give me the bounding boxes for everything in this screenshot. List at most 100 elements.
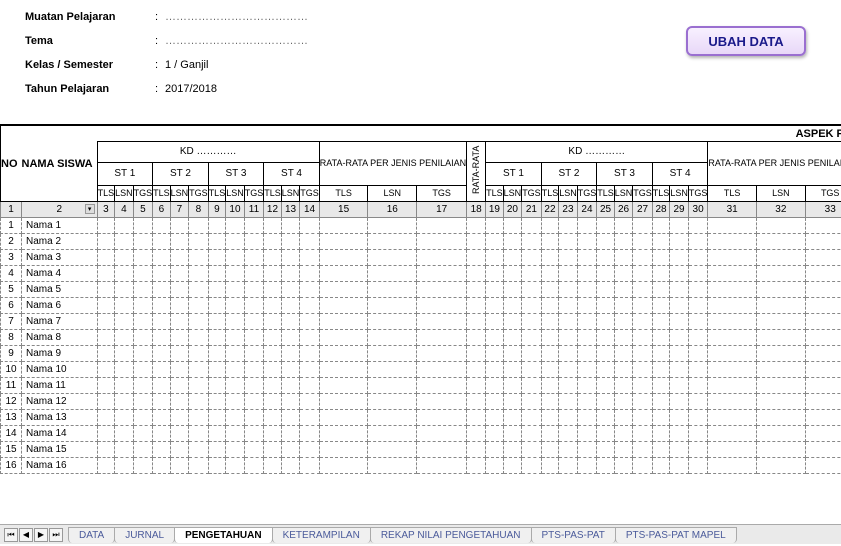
grade-cell[interactable]: [115, 218, 134, 234]
grade-cell[interactable]: [559, 250, 578, 266]
grade-cell[interactable]: [300, 458, 320, 474]
grade-cell[interactable]: [226, 250, 245, 266]
grade-cell[interactable]: [805, 442, 841, 458]
grade-cell[interactable]: [115, 330, 134, 346]
grade-cell[interactable]: [281, 298, 300, 314]
grade-cell[interactable]: [559, 298, 578, 314]
grade-cell[interactable]: [226, 266, 245, 282]
grade-cell[interactable]: [486, 266, 504, 282]
grade-cell[interactable]: [208, 362, 226, 378]
grade-cell[interactable]: [597, 346, 615, 362]
grade-cell[interactable]: [264, 266, 282, 282]
grade-cell[interactable]: [319, 330, 368, 346]
grade-cell[interactable]: [153, 378, 171, 394]
grade-cell[interactable]: [597, 218, 615, 234]
grade-cell[interactable]: [417, 346, 467, 362]
grade-cell[interactable]: [633, 250, 653, 266]
grade-cell[interactable]: [559, 234, 578, 250]
grade-cell[interactable]: [244, 346, 264, 362]
grade-cell[interactable]: [264, 442, 282, 458]
grade-cell[interactable]: [264, 378, 282, 394]
table-row[interactable]: 4Nama 4: [1, 266, 841, 282]
grade-cell[interactable]: [522, 410, 542, 426]
grade-cell[interactable]: [688, 298, 708, 314]
grade-cell[interactable]: [226, 282, 245, 298]
grade-cell[interactable]: [170, 250, 189, 266]
grade-cell[interactable]: [264, 410, 282, 426]
grade-cell[interactable]: [244, 266, 264, 282]
grade-cell[interactable]: [805, 378, 841, 394]
grade-cell[interactable]: [133, 282, 153, 298]
grade-cell[interactable]: [805, 458, 841, 474]
grade-cell[interactable]: [577, 266, 597, 282]
grade-cell[interactable]: [559, 458, 578, 474]
grade-cell[interactable]: [503, 330, 522, 346]
grade-cell[interactable]: [597, 442, 615, 458]
row-nama[interactable]: Nama 15: [22, 442, 98, 458]
grade-cell[interactable]: [708, 458, 757, 474]
grade-cell[interactable]: [417, 410, 467, 426]
grade-cell[interactable]: [805, 394, 841, 410]
grade-cell[interactable]: [708, 266, 757, 282]
grade-cell[interactable]: [153, 394, 171, 410]
grade-cell[interactable]: [417, 218, 467, 234]
grade-cell[interactable]: [577, 346, 597, 362]
grade-cell[interactable]: [300, 362, 320, 378]
grade-cell[interactable]: [368, 250, 417, 266]
grade-cell[interactable]: [467, 362, 486, 378]
grade-cell[interactable]: [688, 458, 708, 474]
grade-cell[interactable]: [670, 362, 689, 378]
grade-cell[interactable]: [115, 250, 134, 266]
grade-cell[interactable]: [597, 394, 615, 410]
sheet-tab[interactable]: DATA: [68, 527, 115, 543]
grade-cell[interactable]: [757, 234, 806, 250]
grade-cell[interactable]: [368, 234, 417, 250]
grade-cell[interactable]: [614, 458, 633, 474]
grade-cell[interactable]: [559, 330, 578, 346]
grade-cell[interactable]: [281, 346, 300, 362]
grade-cell[interactable]: [153, 250, 171, 266]
grade-cell[interactable]: [467, 234, 486, 250]
grade-cell[interactable]: [208, 410, 226, 426]
grade-cell[interactable]: [226, 458, 245, 474]
grade-cell[interactable]: [486, 282, 504, 298]
grade-cell[interactable]: [244, 362, 264, 378]
grade-cell[interactable]: [417, 442, 467, 458]
grade-cell[interactable]: [486, 442, 504, 458]
grade-cell[interactable]: [319, 250, 368, 266]
grade-cell[interactable]: [467, 330, 486, 346]
grade-cell[interactable]: [97, 282, 115, 298]
grade-cell[interactable]: [805, 314, 841, 330]
tab-last-icon[interactable]: ⏭: [49, 528, 63, 542]
grade-cell[interactable]: [652, 458, 670, 474]
grade-cell[interactable]: [368, 394, 417, 410]
sheet-tab[interactable]: PENGETAHUAN: [174, 527, 272, 543]
grade-cell[interactable]: [688, 362, 708, 378]
grade-cell[interactable]: [670, 298, 689, 314]
grade-cell[interactable]: [368, 282, 417, 298]
grade-cell[interactable]: [708, 234, 757, 250]
grade-cell[interactable]: [417, 282, 467, 298]
grade-cell[interactable]: [467, 458, 486, 474]
grade-cell[interactable]: [522, 378, 542, 394]
grade-cell[interactable]: [226, 298, 245, 314]
grade-cell[interactable]: [226, 394, 245, 410]
grade-cell[interactable]: [226, 218, 245, 234]
grade-cell[interactable]: [97, 426, 115, 442]
grade-cell[interactable]: [417, 250, 467, 266]
grade-cell[interactable]: [417, 266, 467, 282]
grade-cell[interactable]: [503, 282, 522, 298]
grade-cell[interactable]: [467, 426, 486, 442]
grade-cell[interactable]: [189, 218, 209, 234]
grade-cell[interactable]: [133, 394, 153, 410]
grade-cell[interactable]: [281, 330, 300, 346]
grade-cell[interactable]: [597, 234, 615, 250]
grade-cell[interactable]: [115, 282, 134, 298]
grade-cell[interactable]: [189, 266, 209, 282]
row-nama[interactable]: Nama 11: [22, 378, 98, 394]
grade-cell[interactable]: [486, 314, 504, 330]
row-nama[interactable]: Nama 6: [22, 298, 98, 314]
grade-cell[interactable]: [244, 314, 264, 330]
row-nama[interactable]: Nama 14: [22, 426, 98, 442]
grade-cell[interactable]: [670, 330, 689, 346]
